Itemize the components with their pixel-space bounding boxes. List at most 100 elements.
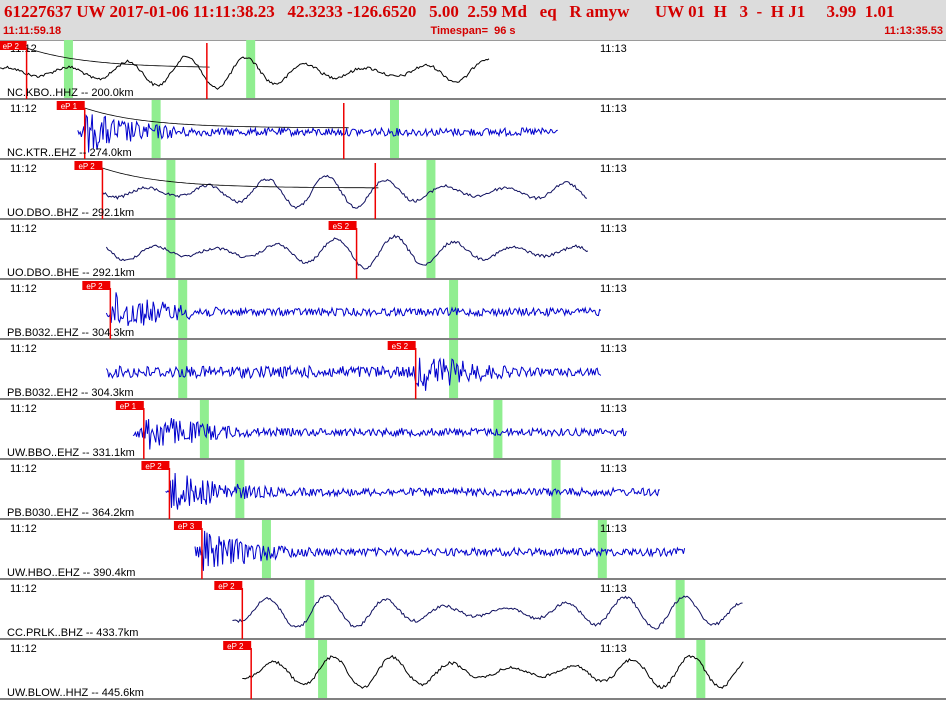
timespan-label: Timespan= 96 s (430, 25, 516, 37)
time-tick-label: 11:13 (600, 463, 627, 475)
time-tick-label: 11:13 (600, 583, 627, 595)
phase-pick-label[interactable]: eP 2 (145, 462, 162, 471)
analysis-window-marker (551, 460, 561, 518)
time-tick-label: 11:13 (600, 403, 627, 415)
station-channel-label: UO.DBO..BHZ -- 292.1km (7, 207, 134, 219)
waveform-trace (102, 174, 588, 210)
phase-pick-label[interactable]: eP 2 (218, 582, 235, 591)
time-tick-label: 11:13 (600, 643, 627, 655)
station-channel-label: NC.KTR..EHZ -- 274.0km (7, 147, 132, 159)
waveform-trace (105, 292, 602, 327)
analysis-window-marker (261, 520, 271, 578)
analysis-window-marker (305, 580, 315, 638)
trace-panel[interactable]: 11:12 11:13 eP 2 UW.BLOW..HHZ -- 445.6km (0, 640, 946, 700)
time-tick-label: 11:13 (600, 43, 627, 55)
analysis-window-marker (246, 40, 256, 98)
phase-pick-label[interactable]: eP 1 (120, 402, 137, 411)
station-channel-label: PB.B032..EHZ -- 304.3km (7, 327, 134, 339)
phase-pick-label-box[interactable] (328, 221, 357, 230)
phase-pick-label[interactable]: eS 2 (392, 342, 409, 351)
trace-panel[interactable]: 11:12 11:13 eP 2 PB.B030..EHZ -- 364.2km (0, 460, 946, 520)
waveform-trace (77, 114, 558, 153)
phase-pick-label-box[interactable] (173, 521, 202, 530)
phase-pick-label-box[interactable] (141, 461, 170, 470)
phase-pick-label-box[interactable] (223, 641, 252, 650)
time-tick-label: 11:13 (600, 223, 627, 235)
phase-pick-label[interactable]: eS 2 (333, 222, 350, 231)
time-tick-label: 11:13 (600, 103, 627, 115)
analysis-window-marker (166, 220, 176, 278)
analysis-window-marker (389, 100, 399, 158)
amplitude-decay-curve (102, 167, 379, 189)
time-tick-label: 11:12 (10, 283, 37, 295)
time-tick-label: 11:13 (600, 283, 627, 295)
time-tick-label: 11:12 (10, 523, 37, 535)
time-tick-label: 11:13 (600, 343, 627, 355)
trace-panel[interactable]: 11:12 11:13 eP 1 UW.BBO..EHZ -- 331.1km (0, 400, 946, 460)
phase-pick-label-box[interactable] (115, 401, 144, 410)
time-tick-label: 11:12 (10, 343, 37, 355)
station-channel-label: UW.BLOW..HHZ -- 445.6km (7, 687, 144, 699)
event-header: 61227637 UW 2017-01-06 11:11:38.23 42.32… (0, 0, 946, 41)
waveform-trace (105, 234, 589, 270)
station-channel-label: CC.PRLK..BHZ -- 433.7km (7, 627, 138, 639)
analysis-window-marker (449, 340, 459, 398)
phase-pick-label-box[interactable] (387, 341, 416, 350)
time-tick-label: 11:12 (10, 163, 37, 175)
trace-panel[interactable]: 11:12 11:13 eP 2 UO.DBO..BHZ -- 292.1km (0, 160, 946, 220)
trace-panel[interactable]: 11:12 11:13 eP 2 PB.B032..EHZ -- 304.3km (0, 280, 946, 340)
time-tick-label: 11:12 (10, 223, 37, 235)
time-tick-label: 11:13 (600, 523, 627, 535)
phase-pick-label[interactable]: eP 2 (3, 42, 20, 51)
trace-panel[interactable]: 11:12 11:13 eP 3 UW.HBO..EHZ -- 390.4km (0, 520, 946, 580)
analysis-window-marker (493, 400, 503, 458)
analysis-window-marker (178, 280, 188, 338)
waveform-trace (242, 654, 744, 689)
time-tick-label: 11:12 (10, 403, 37, 415)
phase-pick-label[interactable]: eP 2 (227, 642, 244, 651)
analysis-window-marker (696, 640, 706, 698)
time-tick-label: 11:12 (10, 463, 37, 475)
phase-pick-label-box[interactable] (82, 281, 111, 290)
analysis-window-marker (166, 160, 176, 218)
station-channel-label: NC.KBO..HHZ -- 200.0km (7, 87, 134, 99)
phase-pick-label-box[interactable] (0, 41, 27, 50)
phase-pick-label[interactable]: eP 1 (61, 102, 78, 111)
trace-panel[interactable]: 11:12 11:13 eS 2 UO.DBO..BHE -- 292.1km (0, 220, 946, 280)
window-start-time: 11:11:59.18 (3, 25, 62, 37)
analysis-window-marker (426, 220, 436, 278)
analysis-window-marker (675, 580, 685, 638)
phase-pick-label-box[interactable] (56, 101, 85, 110)
waveform-trace (132, 418, 627, 450)
analysis-window-marker (449, 280, 459, 338)
analysis-window-marker (63, 40, 73, 98)
waveform-trace (105, 357, 602, 391)
analysis-window-marker (151, 100, 161, 158)
analysis-window-marker (178, 340, 188, 398)
phase-pick-label[interactable]: eP 3 (178, 522, 195, 531)
analysis-window-marker (426, 160, 436, 218)
station-channel-label: UW.BBO..EHZ -- 331.1km (7, 447, 135, 459)
amplitude-decay-curve (26, 47, 210, 68)
phase-pick-label-box[interactable] (74, 161, 103, 170)
event-summary-title: 61227637 UW 2017-01-06 11:11:38.23 42.32… (4, 2, 895, 21)
phase-pick-label[interactable]: eP 2 (86, 282, 103, 291)
phase-pick-label[interactable]: eP 2 (78, 162, 95, 171)
waveform-trace (232, 595, 743, 630)
time-tick-label: 11:13 (600, 163, 627, 175)
time-tick-label: 11:12 (10, 643, 37, 655)
waveform-trace (0, 55, 490, 90)
station-channel-label: PB.B030..EHZ -- 364.2km (7, 507, 134, 519)
phase-pick-label-box[interactable] (214, 581, 243, 590)
trace-panel[interactable]: 11:12 11:13 eP 2 CC.PRLK..BHZ -- 433.7km (0, 580, 946, 640)
time-tick-label: 11:12 (10, 583, 37, 595)
trace-panel[interactable]: 11:12 11:13 eP 1 NC.KTR..EHZ -- 274.0km (0, 100, 946, 160)
trace-panel[interactable]: 11:12 11:13 eS 2 PB.B032..EH2 -- 304.3km (0, 340, 946, 400)
waveform-trace (165, 472, 660, 510)
amplitude-decay-curve (84, 107, 349, 129)
station-channel-label: UW.HBO..EHZ -- 390.4km (7, 567, 135, 579)
time-tick-label: 11:12 (10, 103, 37, 115)
